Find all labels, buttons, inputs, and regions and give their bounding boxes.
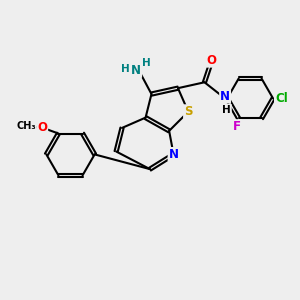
Text: H: H: [142, 58, 151, 68]
Text: Cl: Cl: [275, 92, 288, 105]
Text: N: N: [220, 90, 230, 103]
Text: H: H: [222, 105, 231, 115]
Text: N: N: [131, 64, 141, 77]
Text: S: S: [184, 105, 193, 118]
Text: O: O: [37, 121, 47, 134]
Text: H: H: [121, 64, 129, 74]
Text: F: F: [233, 120, 241, 133]
Text: N: N: [169, 148, 178, 161]
Text: CH₃: CH₃: [16, 121, 36, 131]
Text: O: O: [207, 54, 217, 67]
